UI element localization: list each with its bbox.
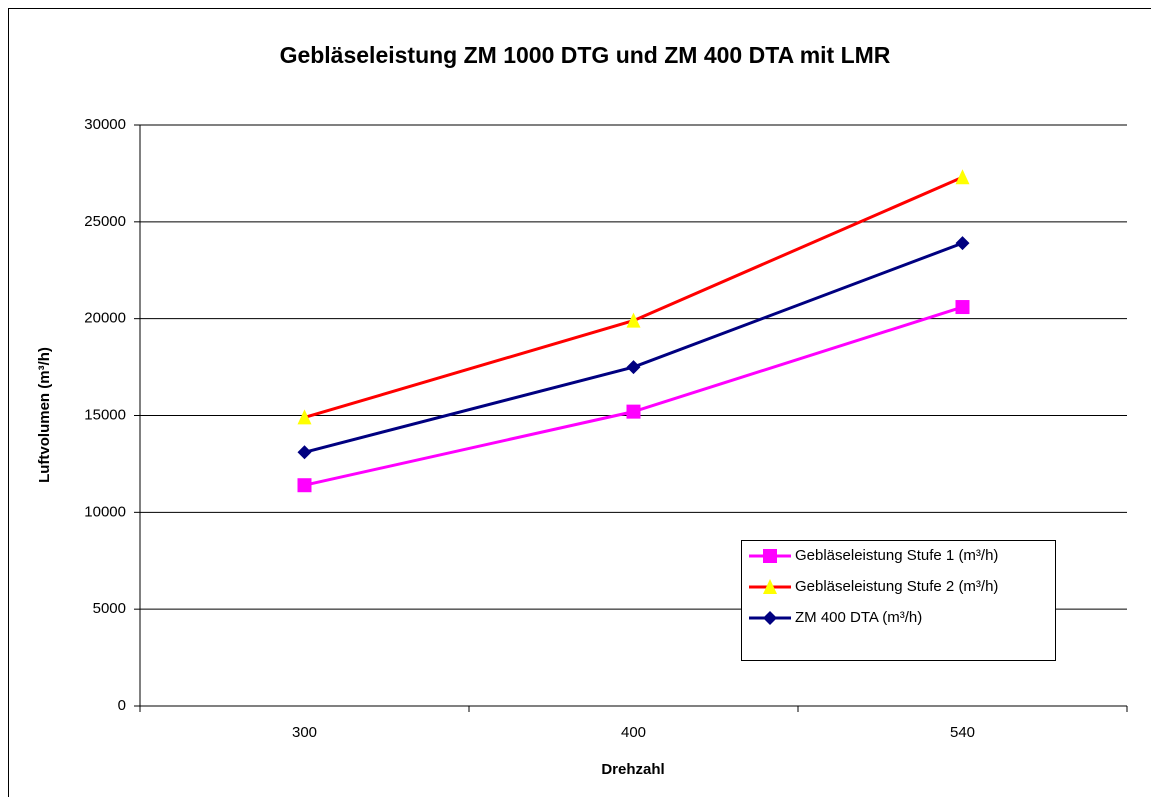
y-tick-label: 25000 <box>84 213 126 230</box>
data-point <box>297 409 312 425</box>
data-point <box>297 445 312 460</box>
y-tick-label: 5000 <box>93 600 126 617</box>
y-tick-label: 30000 <box>84 116 126 133</box>
y-tick-label: 20000 <box>84 310 126 327</box>
data-point <box>297 478 312 493</box>
x-tick-label: 300 <box>292 724 317 741</box>
data-point <box>955 236 970 251</box>
x-tick-label: 540 <box>950 724 975 741</box>
chart-title: Gebläseleistung ZM 1000 DTG und ZM 400 D… <box>280 42 891 68</box>
legend-label: ZM 400 DTA (m³/h) <box>795 609 922 626</box>
x-tick-label: 400 <box>621 724 646 741</box>
legend-label: Gebläseleistung Stufe 1 (m³/h) <box>795 547 998 564</box>
chart-frame <box>8 8 1151 797</box>
legend-label: Gebläseleistung Stufe 2 (m³/h) <box>795 578 998 595</box>
data-point <box>626 360 641 375</box>
legend-marker <box>763 611 777 625</box>
legend-marker <box>763 579 777 594</box>
data-point <box>955 169 970 185</box>
legend-marker <box>763 549 777 563</box>
y-tick-label: 15000 <box>84 406 126 423</box>
x-axis-title: Drehzahl <box>601 761 664 778</box>
data-point <box>626 404 641 419</box>
y-axis-title: Luftvolumen (m³/h) <box>36 347 53 483</box>
data-point <box>626 312 641 328</box>
data-point <box>955 300 970 315</box>
legend-box <box>741 540 1056 661</box>
y-tick-label: 0 <box>118 697 126 714</box>
y-tick-label: 10000 <box>84 503 126 520</box>
